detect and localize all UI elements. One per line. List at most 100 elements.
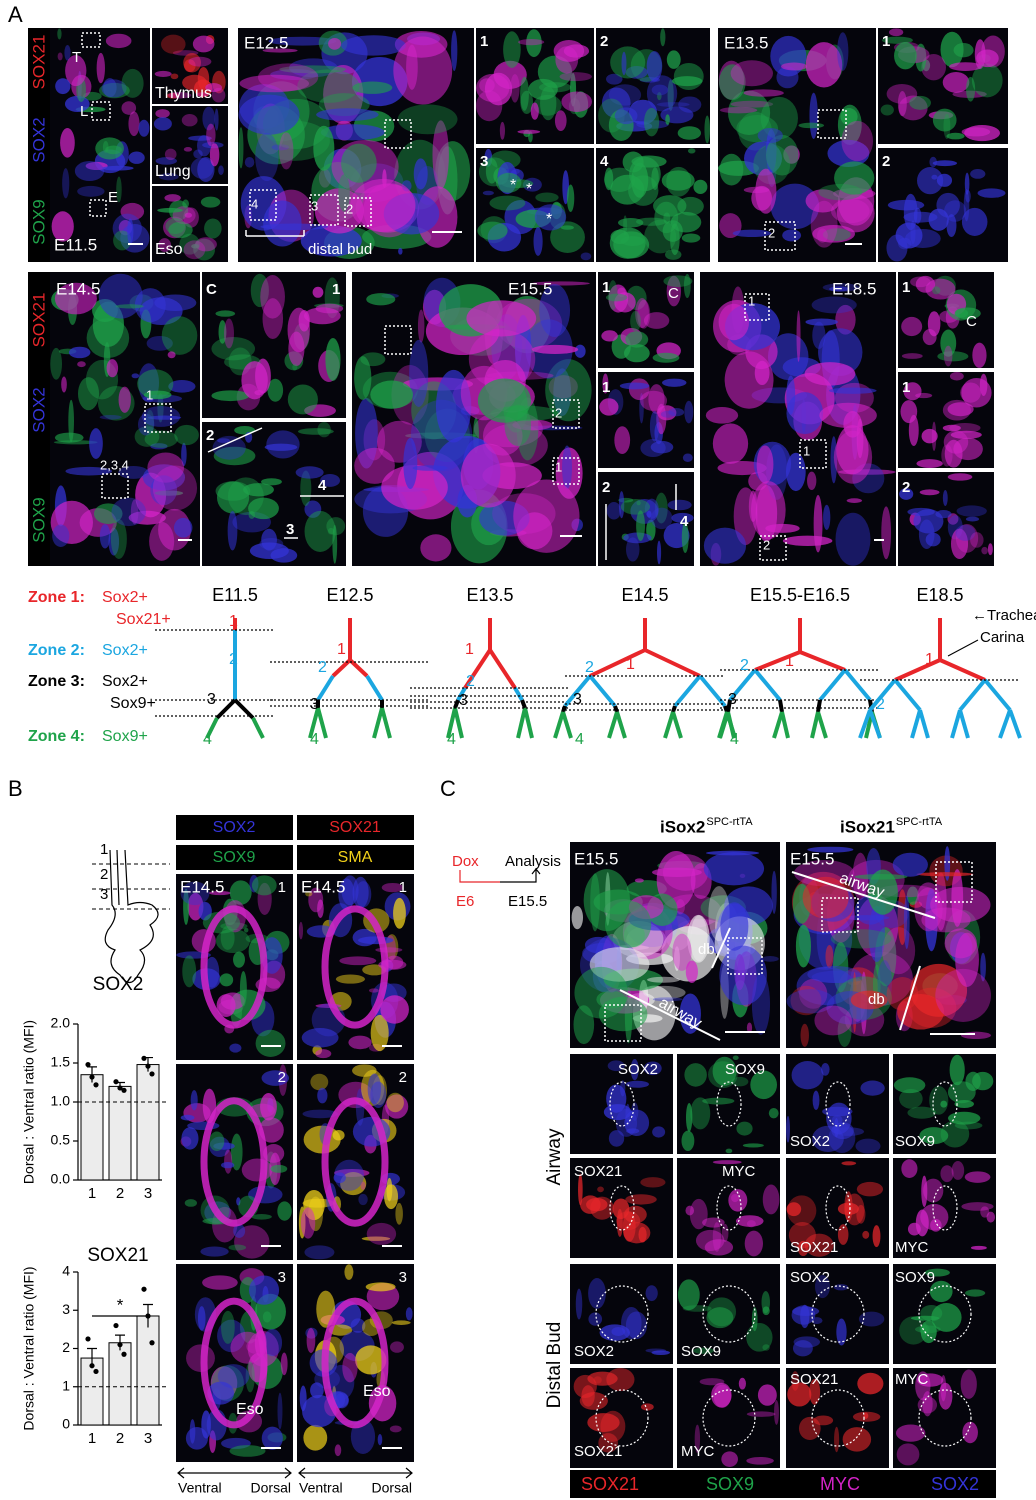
- micrograph-signal: [630, 1058, 639, 1081]
- label: Eso: [363, 1383, 391, 1400]
- label: C: [668, 285, 679, 302]
- micrograph-signal: [643, 985, 686, 1000]
- micrograph-signal: [350, 1318, 366, 1333]
- cell-outline: [918, 1389, 972, 1447]
- micrograph-signal: [206, 123, 216, 147]
- micrograph-signal: [128, 510, 166, 525]
- micrograph-signal: [218, 320, 227, 344]
- micrograph-signal: [940, 1100, 948, 1108]
- roi-box: [384, 119, 412, 149]
- y-tick-label: 0.5: [51, 1132, 71, 1148]
- micrograph-signal: [886, 83, 918, 104]
- bracket: [207, 427, 263, 453]
- micrograph-signal: [310, 1073, 329, 1091]
- zone-branch: [858, 709, 872, 739]
- zone-branch: [868, 709, 882, 739]
- micrograph-signal: [961, 207, 988, 236]
- y-axis-label: Dorsal : Ventral ratio (MFI): [21, 1020, 37, 1184]
- micrograph-signal: [643, 312, 670, 329]
- micrograph-signal: [150, 475, 178, 506]
- micrograph-signal: [154, 294, 197, 312]
- data-point: [141, 1286, 147, 1292]
- micrograph-signal: [913, 509, 944, 534]
- micrograph-signal: [750, 481, 786, 540]
- micrograph-signal: [504, 404, 532, 447]
- roi-box: [101, 473, 129, 499]
- x-tick-label: 3: [144, 1185, 152, 1202]
- micrograph-signal: [340, 1171, 367, 1196]
- zone-number: 2: [466, 673, 475, 690]
- micrograph-signal: [681, 1130, 695, 1152]
- zone-branch: [215, 698, 237, 720]
- micrograph-signal: [907, 1222, 921, 1236]
- micrograph-signal: [899, 1088, 923, 1109]
- roi-box: [604, 1004, 642, 1042]
- zone-branch: [893, 678, 922, 712]
- y-axis-label: Dorsal : Ventral ratio (MFI): [21, 1266, 37, 1430]
- micrograph-signal: [180, 1114, 195, 1121]
- micrograph-signal: [719, 945, 767, 1006]
- micrograph-signal: [533, 94, 562, 116]
- micrograph-signal: [391, 1320, 411, 1325]
- micrograph-signal: [193, 238, 216, 261]
- micrograph-signal: [410, 399, 473, 472]
- micrograph-signal: [725, 1148, 733, 1154]
- zone-branch: [950, 709, 962, 739]
- micrograph-signal: [249, 542, 289, 560]
- data-point: [113, 1079, 119, 1085]
- micrograph-signal: [393, 897, 406, 929]
- micrograph-signal: [719, 106, 758, 114]
- micrograph-signal: [588, 1278, 606, 1309]
- micrograph-signal: [971, 63, 1003, 98]
- genotype-superscript: SPC-rtTA: [706, 816, 753, 828]
- micrograph-signal: [901, 1159, 918, 1179]
- micrograph-signal: [970, 1245, 987, 1250]
- label: Carina: [980, 629, 1025, 646]
- micrograph-signal: [50, 500, 93, 545]
- micrograph-signal: [893, 1077, 926, 1094]
- micrograph-signal: [60, 128, 75, 158]
- micrograph-signal: [620, 499, 651, 515]
- micrograph-signal: [844, 1191, 853, 1222]
- micrograph-signal: [685, 960, 698, 983]
- micrograph-signal: [856, 1204, 866, 1224]
- micrograph-signal: [271, 144, 290, 151]
- micrograph-signal: [836, 425, 869, 475]
- micrograph-signal: [944, 846, 951, 881]
- micrograph-signal: [102, 165, 134, 171]
- zone-branch: [958, 678, 987, 712]
- micrograph-signal: [635, 298, 649, 328]
- micrograph-signal: [65, 55, 87, 87]
- tile-label: SOX2: [790, 1269, 830, 1286]
- micrograph-signal: [68, 399, 75, 443]
- micrograph-signal: [157, 207, 183, 213]
- micrograph-signal: [62, 168, 70, 199]
- micrograph-signal: [950, 528, 969, 560]
- micrograph-signal: [233, 951, 245, 968]
- zone-number: 2: [740, 657, 749, 674]
- zone-branch: [780, 711, 790, 739]
- micrograph-signal: [896, 1443, 920, 1466]
- label: Ventral: [299, 1480, 343, 1496]
- micrograph-signal: [607, 1060, 625, 1072]
- label: db: [868, 991, 885, 1008]
- micrograph-signal: [236, 1197, 241, 1206]
- micrograph-signal: [217, 1364, 250, 1389]
- micrograph-signal: [677, 196, 704, 216]
- zone-branch: [910, 709, 922, 739]
- micrograph-signal: [348, 1035, 372, 1050]
- micrograph-signal: [601, 330, 618, 342]
- zone-branch: [778, 699, 784, 713]
- axis-arrow: [177, 1467, 292, 1479]
- micrograph-signal: [651, 84, 669, 96]
- micrograph-signal: [68, 346, 91, 359]
- micrograph-signal: [625, 331, 649, 348]
- micrograph-signal: [573, 1005, 595, 1045]
- micrograph-signal: [837, 32, 849, 71]
- micrograph-signal: [960, 1031, 992, 1040]
- zone-number: 1: [465, 641, 474, 658]
- micrograph-signal: [690, 1097, 711, 1130]
- micrograph-signal: [182, 955, 197, 988]
- micrograph-signal: [128, 151, 145, 164]
- micrograph-signal: [520, 76, 529, 111]
